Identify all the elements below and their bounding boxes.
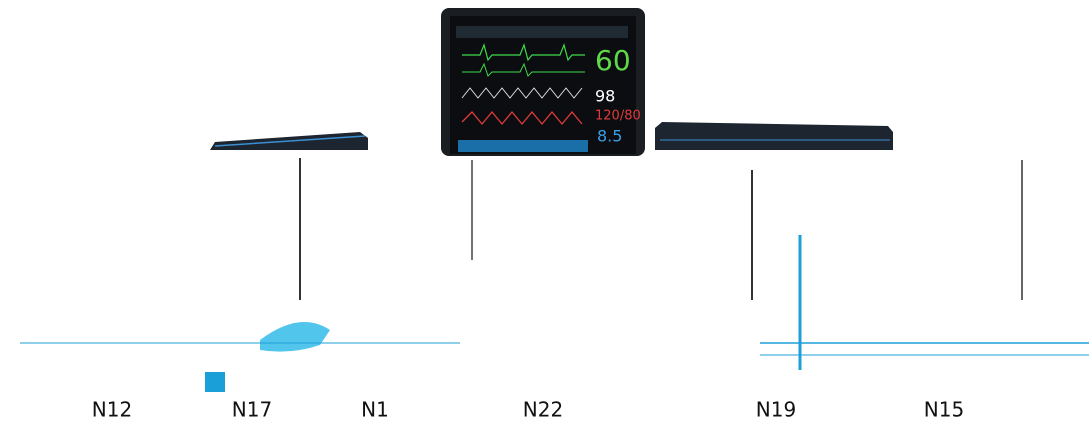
heart-rate: 60	[595, 44, 631, 77]
co2-area	[458, 140, 588, 152]
cable-reflection	[260, 322, 330, 352]
monitor-screen	[450, 16, 636, 154]
model-labels: N12 N17 N1 N22 N19 N15	[92, 398, 964, 422]
device-center: 60 98 120/80 8.5	[441, 8, 645, 260]
screen-header	[456, 26, 628, 38]
ecg-wave	[462, 62, 585, 77]
floor-reflections	[20, 342, 1089, 356]
model-label: N22	[523, 398, 563, 422]
art-wave	[461, 110, 583, 126]
device-body	[655, 122, 893, 150]
model-label: N1	[361, 398, 389, 422]
pleth-wave	[461, 87, 583, 99]
model-label: N17	[232, 398, 272, 422]
ecg-wave	[462, 43, 585, 62]
device-trim	[214, 135, 366, 147]
nibp: 120/80	[595, 109, 641, 124]
device-right	[655, 122, 1023, 370]
accent	[205, 372, 225, 392]
spo2: 98	[595, 87, 615, 106]
model-label: N15	[924, 398, 964, 422]
model-label: N12	[92, 398, 132, 422]
etco2: 8.5	[597, 127, 622, 146]
model-label: N19	[756, 398, 796, 422]
device-left	[205, 132, 368, 392]
